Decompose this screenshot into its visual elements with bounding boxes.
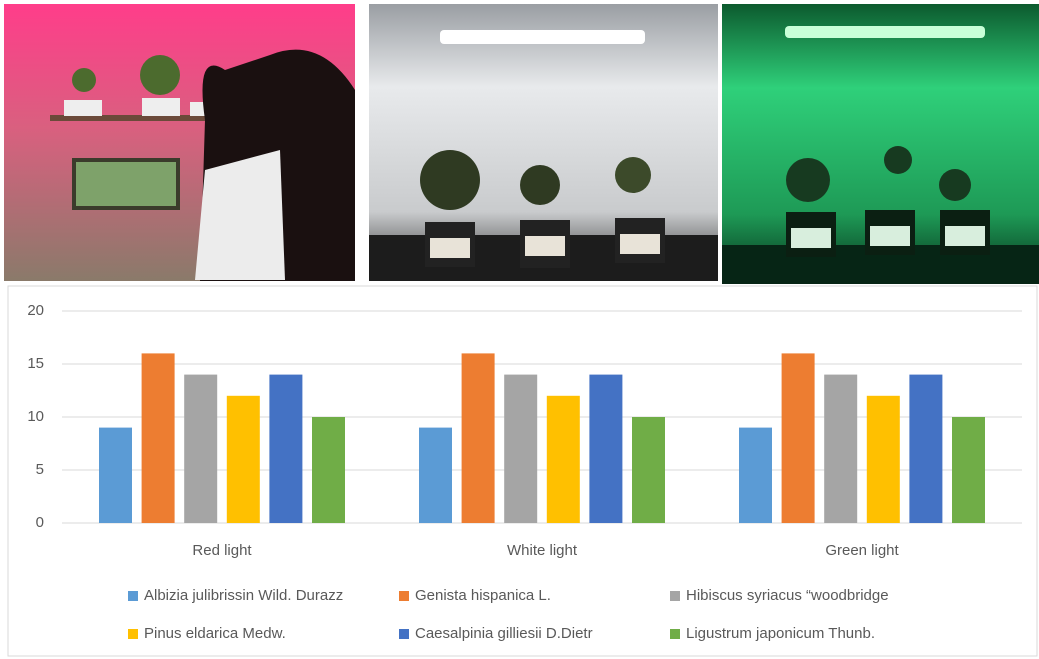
legend-label: Albizia julibrissin Wild. Durazz [144,587,343,604]
y-tick-label: 20 [27,302,44,319]
x-tick-label: White light [507,542,578,559]
bar [589,374,623,523]
bar [141,353,175,523]
legend-swatch [399,629,409,639]
bar [824,374,858,523]
bar [781,353,815,523]
legend-swatch [670,591,680,601]
photo-green-light [722,4,1039,284]
x-tick-label: Red light [192,542,252,559]
bar [739,427,772,523]
y-tick-label: 15 [27,355,44,372]
bar [909,374,943,523]
legend-swatch [128,629,138,639]
bar [99,427,132,523]
legend-label: Caesalpinia gilliesii D.Dietr [415,625,593,642]
photo-white-light [369,4,718,281]
legend-label: Hibiscus syriacus “woodbridge [686,587,889,604]
x-tick-label: Green light [825,542,899,559]
bar [419,427,452,523]
bar [952,417,985,523]
legend-label: Ligustrum japonicum Thunb. [686,625,875,642]
legend-swatch [399,591,409,601]
legend-label: Genista hispanica L. [415,587,551,604]
bar [866,395,900,523]
y-tick-label: 10 [27,408,44,425]
bar [546,395,580,523]
legend-label: Pinus eldarica Medw. [144,625,286,642]
bar [269,374,303,523]
legend-swatch [670,629,680,639]
bar [504,374,538,523]
legend-swatch [128,591,138,601]
y-tick-label: 0 [36,514,44,531]
photo-red-light [4,4,355,282]
y-tick-label: 5 [36,461,44,478]
bar [312,417,345,523]
bar [184,374,218,523]
bar [632,417,665,523]
bar [226,395,260,523]
bar [461,353,495,523]
